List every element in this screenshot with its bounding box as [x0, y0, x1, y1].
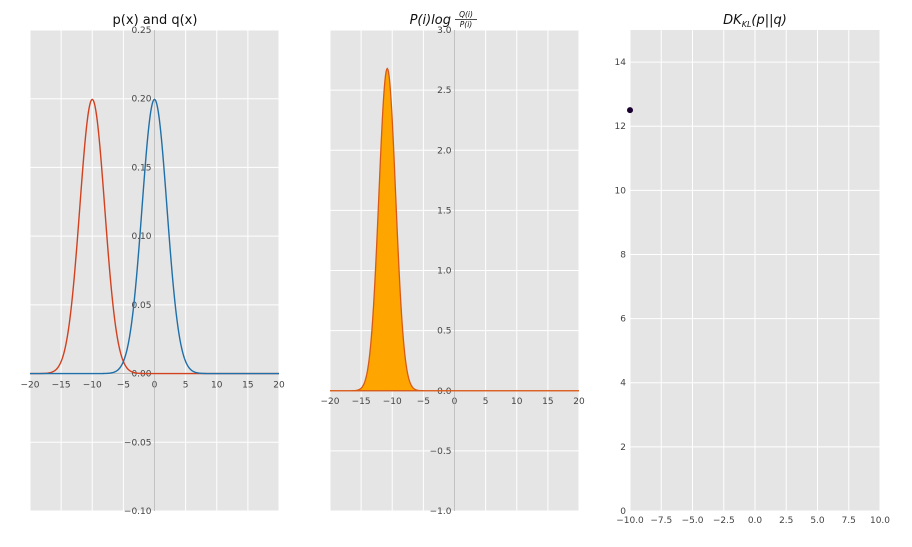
title-frac-den: P(i)	[460, 20, 473, 29]
x-tick-label: −5	[117, 381, 130, 391]
x-tick-label: −2.5	[713, 516, 735, 526]
y-tick-label: 0	[620, 507, 626, 517]
y-tick-label: 0.5	[437, 327, 451, 337]
y-tick-label-zero: 0.00	[131, 370, 151, 380]
x-tick-label: 5	[183, 381, 189, 391]
x-tick-label: 2.5	[779, 516, 793, 526]
y-tick-label: −0.10	[124, 507, 152, 517]
y-ticks-pq: −0.10 −0.05 0.05 0.10 0.15 0.20 0.25 0.00	[124, 26, 155, 517]
q-curve	[30, 98, 279, 375]
x-tick-label: −10	[383, 397, 402, 407]
title-sub: KL	[742, 20, 752, 29]
chart-title-dkl: DKKL(p||q)	[723, 13, 787, 29]
y-tick-label: 2.5	[437, 86, 451, 96]
x-tick-label: −15	[52, 381, 71, 391]
x-tick-label: 10.0	[870, 516, 890, 526]
chart-title-integrand: P(i)log Q(i) P(i)	[410, 10, 477, 29]
y-tick-label: 14	[615, 58, 627, 68]
title-main: P(i)log	[410, 13, 451, 28]
panel-pq: −20 −15 −10 −5 0 5 10 15 20 −0.10−0.050.050.100.…	[21, 13, 285, 517]
panel-dkl: −10.0 −7.5 −5.0 −2.5 0.0 2.5 5.0 7.5 10.0 0 2 4 6 8 1…	[615, 13, 891, 526]
title-main: DK	[723, 13, 743, 28]
x-tick-label: 5	[483, 397, 489, 407]
y-tick-label: 0.25	[131, 26, 151, 36]
y-tick-label: −0.05	[124, 438, 152, 448]
y-tick-label: 0.05	[131, 301, 151, 311]
y-tick-label: 8	[620, 250, 626, 260]
y-tick-label: 2	[620, 443, 626, 453]
y-ticks-dkl: 0 2 4 6 8 10 12 14	[615, 58, 627, 517]
y-tick-label: 4	[620, 379, 626, 389]
x-tick-label: −15	[352, 397, 371, 407]
y-tick-label: 0.15	[131, 163, 151, 173]
x-tick-label: −20	[21, 381, 40, 391]
y-tick-label: 0.10	[131, 232, 151, 242]
y-tick-label: 1.5	[437, 206, 451, 216]
x-tick-label: 0.0	[748, 516, 763, 526]
x-tick-label: −7.5	[650, 516, 672, 526]
x-tick-label: 20	[273, 381, 285, 391]
y-tick-label: 0.20	[131, 95, 151, 105]
x-ticks-dkl: −10.0 −7.5 −5.0 −2.5 0.0 2.5 5.0 7.5 10.0	[616, 516, 890, 526]
panel-kl-integrand: −20 −15 −10 −5 0 5 10 15 20 −1.0−0.50.51.01.52.0…	[321, 10, 585, 517]
dkl-points	[627, 107, 633, 114]
chart-title-pq: p(x) and q(x)	[113, 13, 198, 28]
x-tick-label: 10	[211, 381, 223, 391]
y-tick-label: 10	[615, 186, 627, 196]
x-tick-label: 15	[542, 397, 553, 407]
grid-dkl	[629, 30, 881, 512]
y-tick-label: 3.0	[437, 26, 452, 36]
x-tick-label: −5.0	[682, 516, 704, 526]
y-tick-label-zero: 0.0	[437, 387, 452, 397]
y-tick-label: 1.0	[437, 267, 452, 277]
x-tick-label: 5.0	[810, 516, 825, 526]
x-ticks-integrand: −20 −15 −10 −5 0 5 10 15 20	[321, 397, 585, 407]
dkl-point	[627, 107, 633, 114]
y-tick-label: 2.0	[437, 146, 452, 156]
x-tick-label: −5	[417, 397, 430, 407]
x-tick-label: 15	[242, 381, 253, 391]
title-rest: (p||q)	[751, 13, 786, 28]
x-tick-label: 7.5	[842, 516, 856, 526]
y-tick-label: −0.5	[430, 447, 452, 457]
title-frac-num: Q(i)	[459, 10, 473, 19]
y-tick-label: 6	[620, 315, 626, 325]
x-tick-label: 20	[573, 397, 585, 407]
y-ticks-integrand: −1.0 −0.5 0.5 1.0 1.5 2.0 2.5 3.0 0.0	[430, 26, 455, 517]
y-tick-label: 12	[615, 122, 626, 132]
x-tick-label: −20	[321, 397, 340, 407]
x-tick-label: 10	[511, 397, 523, 407]
x-tick-label: −10.0	[616, 516, 644, 526]
y-tick-label: −1.0	[430, 507, 452, 517]
x-tick-label: −10	[83, 381, 102, 391]
